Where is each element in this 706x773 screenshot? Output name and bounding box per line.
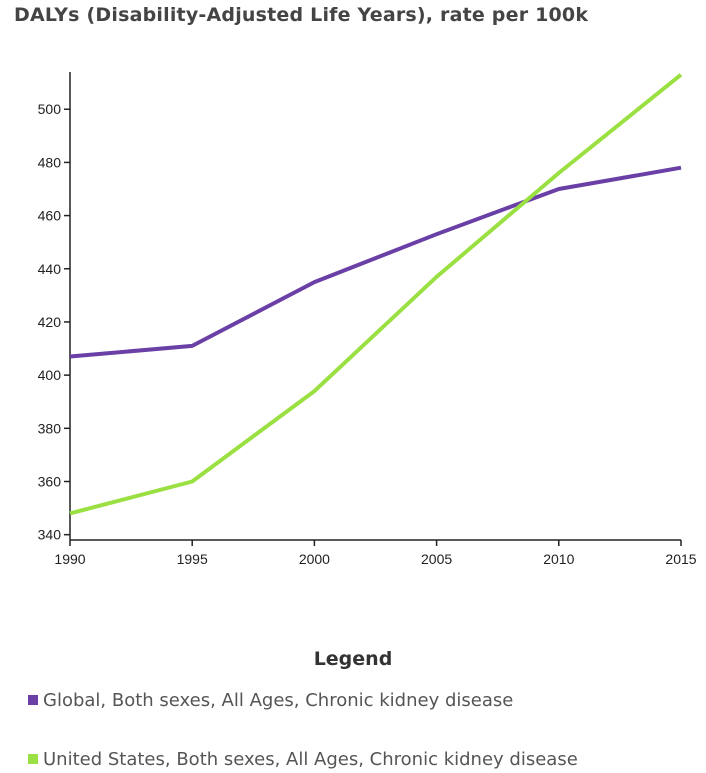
legend-item-global[interactable]: Global, Both sexes, All Ages, Chronic ki… [28, 689, 513, 711]
legend-item-united-states[interactable]: United States, Both sexes, All Ages, Chr… [28, 748, 578, 770]
y-tick-label: 360 [38, 474, 62, 490]
series-lines [69, 73, 683, 516]
series-line-united-states [69, 73, 683, 516]
legend-swatch-global [28, 695, 38, 705]
axes [69, 72, 681, 541]
legend-swatch-united-states [28, 754, 38, 764]
y-tick-label: 380 [38, 420, 62, 436]
x-tick-label: 1995 [177, 551, 208, 567]
y-tick-label: 440 [38, 261, 62, 277]
x-tick-label: 2015 [665, 551, 696, 567]
y-tick-label: 500 [38, 101, 62, 117]
x-tick-label: 2000 [299, 551, 330, 567]
y-axis-ticks: 340 360 380 400 420 440 460 480 500 [38, 101, 70, 543]
legend-label-united-states: United States, Both sexes, All Ages, Chr… [43, 748, 578, 770]
line-chart: 340 360 380 400 420 440 460 480 500 1990 1995 2000… [38, 72, 697, 567]
x-tick-label: 2010 [543, 551, 574, 567]
y-tick-label: 400 [38, 367, 62, 383]
y-tick-label: 480 [38, 154, 62, 170]
series-line-global [69, 165, 682, 359]
x-tick-label: 2005 [421, 551, 452, 567]
chart-title: DALYs (Disability-Adjusted Life Years), … [14, 4, 589, 26]
y-tick-label: 340 [38, 527, 62, 543]
x-tick-label: 1990 [54, 551, 85, 567]
x-axis-ticks: 1990 1995 2000 2005 2010 2015 [54, 540, 697, 567]
legend-title: Legend [313, 648, 393, 670]
legend-label-global: Global, Both sexes, All Ages, Chronic ki… [43, 689, 514, 711]
y-tick-label: 420 [38, 314, 62, 330]
y-tick-label: 460 [38, 208, 62, 224]
